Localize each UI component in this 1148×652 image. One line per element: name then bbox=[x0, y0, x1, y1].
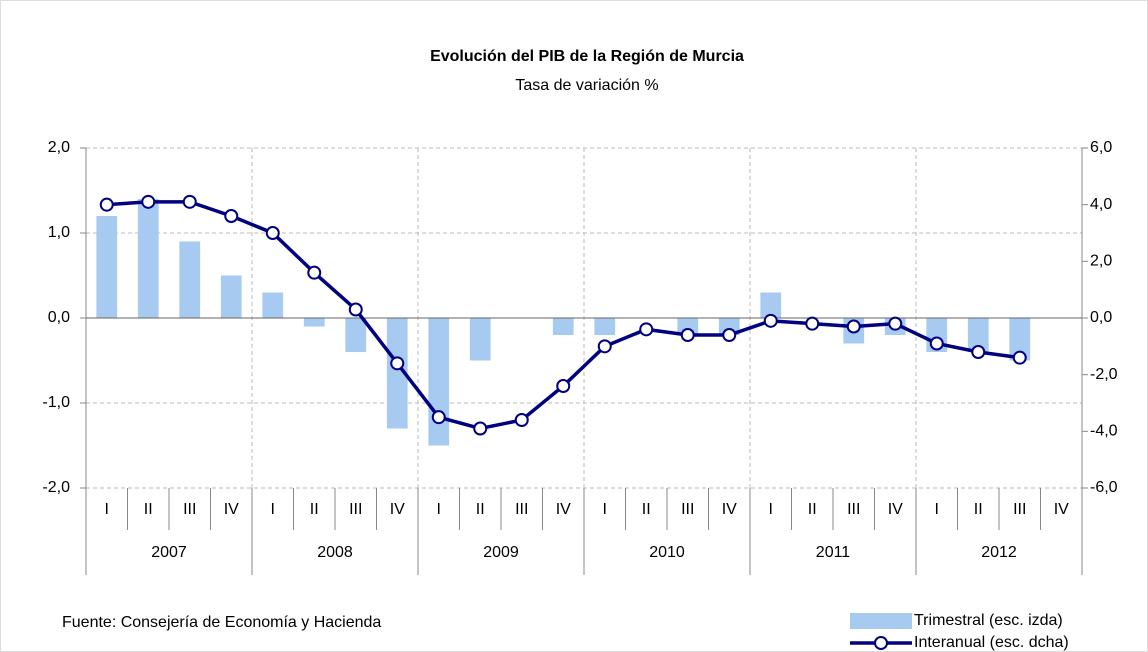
x-tick-label: II bbox=[310, 501, 319, 518]
line-marker bbox=[722, 328, 737, 342]
bar bbox=[386, 318, 408, 429]
year-label: 2011 bbox=[816, 544, 851, 561]
line-marker bbox=[1012, 350, 1027, 365]
x-tick-label: I bbox=[603, 501, 607, 518]
year-label: 2012 bbox=[981, 544, 1017, 561]
bar bbox=[594, 318, 616, 335]
y-tick-label: 2,0 bbox=[48, 139, 70, 156]
year-label: 2010 bbox=[649, 544, 685, 561]
line-marker bbox=[556, 379, 571, 393]
legend-marker bbox=[874, 636, 888, 650]
x-tick-label: IV bbox=[1054, 501, 1069, 518]
line-marker bbox=[514, 413, 529, 427]
x-tick-label: I bbox=[437, 501, 441, 518]
line-marker bbox=[431, 410, 446, 425]
y-tick-label: -2,0 bbox=[42, 479, 70, 496]
x-tick-label: IV bbox=[224, 501, 239, 518]
x-tick-label: IV bbox=[888, 501, 903, 518]
bar bbox=[760, 292, 782, 318]
line-marker bbox=[639, 322, 654, 337]
bar bbox=[220, 275, 242, 318]
y-tick-label: -1,0 bbox=[42, 394, 70, 411]
y2-tick-label: 2,0 bbox=[1090, 253, 1112, 270]
legend-label: Trimestral (esc. izda) bbox=[914, 612, 1063, 629]
bar bbox=[96, 216, 118, 318]
y2-tick-label: -4,0 bbox=[1090, 423, 1118, 440]
bar bbox=[262, 292, 284, 318]
legend-label: Interanual (esc. dcha) bbox=[914, 634, 1069, 651]
x-tick-label: IV bbox=[722, 501, 737, 518]
x-tick-label: II bbox=[642, 501, 651, 518]
bar bbox=[345, 318, 367, 352]
x-tick-label: III bbox=[183, 501, 196, 518]
y2-tick-label: 0,0 bbox=[1090, 309, 1112, 326]
y2-tick-label: -6,0 bbox=[1090, 479, 1118, 496]
y-tick-label: 0,0 bbox=[48, 309, 70, 326]
x-tick-label: I bbox=[935, 501, 939, 518]
bar bbox=[303, 318, 325, 327]
year-label: 2009 bbox=[483, 544, 519, 561]
line-marker bbox=[888, 316, 903, 331]
bar bbox=[552, 318, 574, 335]
line-marker bbox=[846, 319, 861, 334]
line-marker bbox=[680, 328, 695, 342]
year-label: 2008 bbox=[317, 544, 353, 561]
x-tick-label: I bbox=[769, 501, 773, 518]
x-tick-label: III bbox=[847, 501, 860, 518]
y2-tick-label: 4,0 bbox=[1090, 196, 1112, 213]
line-marker bbox=[390, 356, 405, 371]
x-tick-label: II bbox=[476, 501, 485, 518]
x-tick-label: IV bbox=[390, 501, 405, 518]
line-marker bbox=[929, 336, 944, 351]
line-marker bbox=[473, 421, 488, 436]
line-marker bbox=[99, 197, 114, 212]
x-tick-label: III bbox=[515, 501, 528, 518]
x-tick-label: III bbox=[681, 501, 694, 518]
year-label: 2007 bbox=[151, 544, 187, 561]
bar bbox=[179, 241, 201, 318]
line-marker bbox=[265, 226, 280, 240]
x-tick-label: I bbox=[105, 501, 109, 518]
chart-title: Evolución del PIB de la Región de Murcia bbox=[430, 48, 744, 65]
line-marker bbox=[224, 209, 239, 223]
line-marker bbox=[141, 194, 156, 209]
bar bbox=[967, 318, 989, 352]
line-marker bbox=[307, 265, 322, 280]
x-tick-label: III bbox=[349, 501, 362, 518]
x-tick-label: IV bbox=[556, 501, 571, 518]
line-marker bbox=[182, 194, 197, 209]
y-tick-label: 1,0 bbox=[48, 224, 70, 241]
x-tick-label: II bbox=[144, 501, 153, 518]
bar bbox=[428, 318, 450, 446]
chart-subtitle: Tasa de variación % bbox=[515, 77, 658, 94]
x-tick-label: II bbox=[974, 501, 983, 518]
bar bbox=[137, 199, 159, 318]
bar bbox=[469, 318, 491, 361]
line-marker bbox=[348, 302, 363, 317]
y2-tick-label: 6,0 bbox=[1090, 139, 1112, 156]
line-marker bbox=[597, 339, 612, 354]
y2-tick-label: -2,0 bbox=[1090, 366, 1118, 383]
line-marker bbox=[805, 316, 820, 331]
line-marker bbox=[763, 313, 778, 328]
bar bbox=[1009, 318, 1031, 361]
line-marker bbox=[971, 345, 986, 359]
x-tick-label: I bbox=[271, 501, 275, 518]
source-note: Fuente: Consejería de Economía y Haciend… bbox=[62, 614, 381, 631]
legend-swatch bbox=[850, 613, 912, 629]
x-tick-label: III bbox=[1013, 501, 1026, 518]
x-tick-label: II bbox=[808, 501, 817, 518]
title-box bbox=[372, 40, 802, 98]
